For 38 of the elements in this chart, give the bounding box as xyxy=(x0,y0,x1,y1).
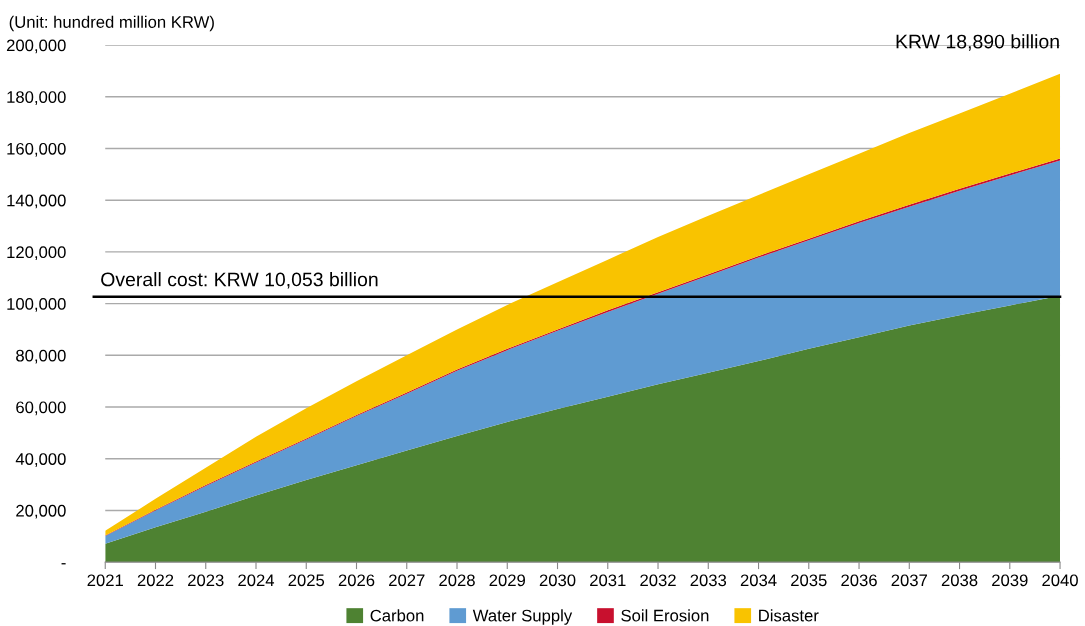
y-tick-label: 180,000 xyxy=(7,91,66,105)
x-tick-label: 2030 xyxy=(539,574,576,587)
ref-line-label: Overall cost: KRW 10,053 billion xyxy=(101,272,378,289)
legend-label: Carbon xyxy=(370,609,424,622)
y-tick-label: 200,000 xyxy=(6,39,66,54)
x-tick-label: 2034 xyxy=(740,574,777,587)
x-tick-label: 2028 xyxy=(439,574,475,587)
y-tick-label: - xyxy=(61,563,66,565)
x-tick-label: 2024 xyxy=(238,574,275,587)
legend-label: Disaster xyxy=(759,609,819,622)
y-tick-label: 20,000 xyxy=(16,504,66,519)
y-tick-label: 60,000 xyxy=(16,401,66,416)
x-tick-label: 2026 xyxy=(338,574,375,587)
x-tick-label: 2023 xyxy=(188,574,224,587)
x-tick-label: 2031 xyxy=(590,574,626,587)
x-tick-label: 2025 xyxy=(288,574,325,587)
annotation: KRW 18,890 billion xyxy=(896,34,1059,51)
x-tick-label: 2027 xyxy=(389,574,425,587)
x-tick-label: 2038 xyxy=(941,574,978,587)
legend-label: Water Supply xyxy=(472,609,573,625)
y-tick-label: 160,000 xyxy=(7,142,66,157)
x-tick-label: 2040 xyxy=(1042,574,1078,587)
y-tick-label: 40,000 xyxy=(15,453,66,467)
legend-label: Soil Erosion xyxy=(621,609,709,622)
x-tick-label: 2035 xyxy=(791,574,827,587)
y-tick-label: 140,000 xyxy=(7,194,66,209)
x-tick-label: 2029 xyxy=(489,574,526,587)
y-tick-label: 100,000 xyxy=(7,298,66,312)
x-tick-label: 2021 xyxy=(87,574,123,587)
x-tick-label: 2037 xyxy=(891,574,927,587)
x-tick-label: 2036 xyxy=(841,574,877,587)
y-tick-label: 80,000 xyxy=(16,349,66,364)
x-tick-label: 2032 xyxy=(640,574,676,587)
x-tick-label: 2039 xyxy=(992,574,1028,587)
x-tick-label: 2033 xyxy=(690,574,727,587)
y-tick-label: 120,000 xyxy=(7,246,66,261)
y-axis-title: (Unit: hundred million KRW) xyxy=(9,15,214,32)
x-tick-label: 2022 xyxy=(137,574,174,587)
